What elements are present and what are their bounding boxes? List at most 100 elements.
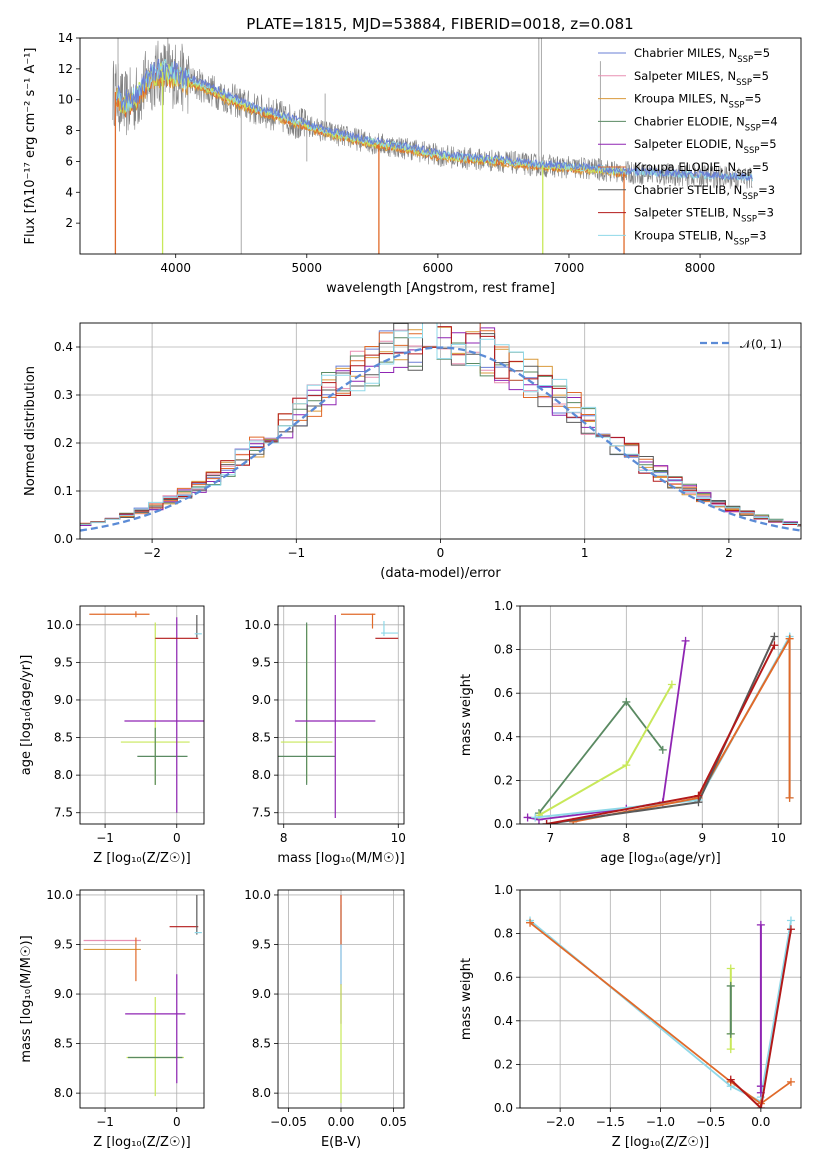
y-tick-label: 9.0: [54, 987, 73, 1001]
legend-label: Kroupa ELODIE, NSSP=5: [634, 160, 769, 179]
y-tick-label: 8.0: [252, 768, 271, 782]
y-tick-label: 0.4: [494, 730, 513, 744]
y-axis-label: mass [log₁₀(M/M☉)]: [19, 935, 34, 1062]
histogram-series: [80, 326, 801, 526]
y-tick-label: 9.5: [54, 938, 73, 952]
legend-label: Salpeter MILES, NSSP=5: [634, 69, 769, 88]
y-tick-label: 9.5: [252, 655, 271, 669]
x-tick-label: 1: [581, 546, 589, 560]
y-axis-label: mass weight: [459, 958, 474, 1040]
figure-title: PLATE=1815, MJD=53884, FIBERID=0018, z=0…: [246, 15, 633, 33]
weight-marker: [786, 1077, 795, 1086]
x-tick-label: −1: [96, 1115, 114, 1129]
plot-body: [526, 916, 795, 1108]
model-spectrum: [115, 58, 753, 182]
x-tick-label: 0.05: [380, 1115, 407, 1129]
x-tick-label: 7000: [554, 261, 585, 275]
y-tick-label: 9.5: [54, 655, 73, 669]
legend-label: 𝒩(0, 1): [740, 337, 782, 351]
weight-marker: [526, 918, 535, 927]
axes-frame: [79, 605, 205, 825]
y-tick-label: 9.0: [252, 693, 271, 707]
x-tick-label: 0: [173, 831, 181, 845]
axes-frame: [277, 605, 405, 825]
axes-frame: [519, 889, 802, 1109]
panel-residuals: −2 −1 0 1 2 0.0 0.1 0.2 0.3 0.4 (data-model)/error…: [23, 322, 802, 581]
y-tick-label: 1.0: [494, 599, 513, 613]
x-tick-label: 8: [623, 831, 631, 845]
weight-line: [535, 632, 791, 819]
y-tick-label: 10.0: [46, 618, 73, 632]
weight-line: [538, 700, 664, 814]
y-tick-label: 10.0: [46, 888, 73, 902]
spectrum-legend: Chabrier MILES, NSSP=5 Salpeter MILES, NS…: [598, 46, 778, 247]
y-tick-label: 9.0: [252, 987, 271, 1001]
weight-line: [546, 636, 776, 824]
panel-weight-vs-Z: −2.0 −1.5 −1.0 −0.5 0.0 0.0 0.2 0.4 0.6 0.8 1.0 Z […: [459, 883, 802, 1150]
y-tick-label: 10.0: [244, 618, 271, 632]
model-spectrum: [115, 58, 753, 182]
y-tick-label: 9.0: [54, 693, 73, 707]
histogram-series: [80, 323, 801, 526]
plot-body: [523, 632, 794, 824]
weight-marker: [786, 925, 795, 934]
weight-marker: [681, 636, 690, 645]
weight-line: [546, 644, 776, 824]
x-tick-label: −1: [96, 831, 114, 845]
legend-label: Salpeter ELODIE, NSSP=5: [634, 137, 777, 156]
x-tick-label: 7: [547, 831, 555, 845]
plot-body: [80, 323, 801, 532]
weight-marker: [770, 641, 779, 650]
y-tick-label: 12: [58, 62, 73, 76]
y-tick-label: 10.0: [244, 888, 271, 902]
y-tick-label: 8.0: [54, 768, 73, 782]
y-tick-label: 6: [65, 154, 73, 168]
weight-marker: [726, 981, 735, 990]
y-tick-label: 2: [65, 216, 73, 230]
weight-marker: [785, 793, 794, 802]
weight-marker: [523, 813, 532, 822]
y-axis-label: mass weight: [459, 674, 474, 756]
weight-marker: [726, 1045, 735, 1054]
histogram-series: [80, 323, 801, 527]
y-tick-label: 0.6: [494, 686, 513, 700]
weight-line: [538, 684, 673, 817]
y-tick-label: 8: [65, 124, 73, 138]
y-tick-label: 0.8: [494, 643, 513, 657]
legend-label: Chabrier ELODIE, NSSP=4: [634, 114, 778, 133]
legend-label: Kroupa STELIB, NSSP=3: [634, 228, 766, 247]
x-tick-label: −2.0: [546, 1115, 575, 1129]
weight-line: [573, 634, 791, 823]
x-axis-label: E(B-V): [321, 1135, 361, 1150]
y-tick-label: 4: [65, 185, 73, 199]
y-tick-label: 9.5: [252, 938, 271, 952]
y-tick-label: 10: [58, 93, 73, 107]
weight-marker: [531, 813, 540, 822]
y-axis-label: age [log₁₀(age/yr)]: [19, 655, 34, 776]
y-tick-label: 8.5: [54, 731, 73, 745]
histogram-series: [80, 323, 801, 527]
axes-frame: [519, 605, 802, 825]
x-axis-label: Z [log₁₀(Z/Z☉)]: [612, 1135, 709, 1150]
weight-marker: [756, 920, 765, 929]
legend-label: Chabrier STELIB, NSSP=3: [634, 183, 775, 202]
x-tick-label: 0.00: [328, 1115, 355, 1129]
axes-frame: [79, 889, 205, 1109]
y-tick-label: 0.8: [494, 927, 513, 941]
normal-curve: [80, 346, 801, 532]
x-tick-label: 8000: [685, 261, 716, 275]
y-tick-label: 1.0: [494, 883, 513, 897]
x-tick-label: −1.0: [646, 1115, 675, 1129]
axes-frame: [79, 37, 802, 255]
weight-marker: [622, 697, 631, 706]
y-tick-label: 8.0: [252, 1086, 271, 1100]
y-tick-label: 0.2: [494, 1057, 513, 1071]
x-tick-label: 8: [280, 831, 288, 845]
legend-label: Kroupa MILES, NSSP=5: [634, 92, 761, 111]
y-tick-label: 8.5: [252, 731, 271, 745]
y-tick-label: 7.5: [54, 806, 73, 820]
y-tick-label: 0.4: [494, 1014, 513, 1028]
histogram-series: [80, 337, 801, 526]
y-tick-label: 0.6: [494, 970, 513, 984]
y-tick-label: 0.1: [54, 484, 73, 498]
